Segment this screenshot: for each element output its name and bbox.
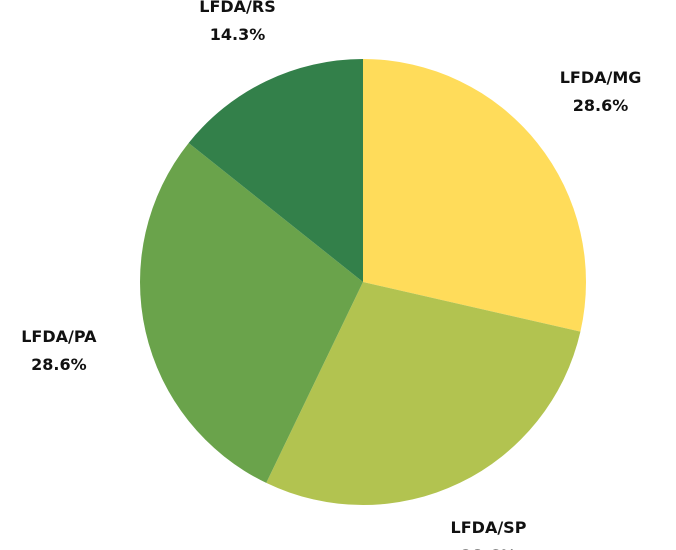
slice-label: LFDA/RS (199, 0, 275, 16)
slice-value-label: 28.6% (573, 96, 629, 115)
slice-value-label: 14.3% (210, 25, 266, 44)
slice-value-label: 28.6% (31, 355, 87, 374)
slice-label: LFDA/SP (451, 518, 527, 537)
slice-label: LFDA/PA (21, 327, 97, 346)
pie-slice (188, 59, 363, 282)
pie-slice (266, 282, 581, 506)
pie-slice (140, 142, 363, 483)
slice-label: LFDA/MG (560, 68, 642, 87)
slice-value-label: 28.6% (461, 546, 517, 550)
pie-slice (363, 59, 586, 332)
